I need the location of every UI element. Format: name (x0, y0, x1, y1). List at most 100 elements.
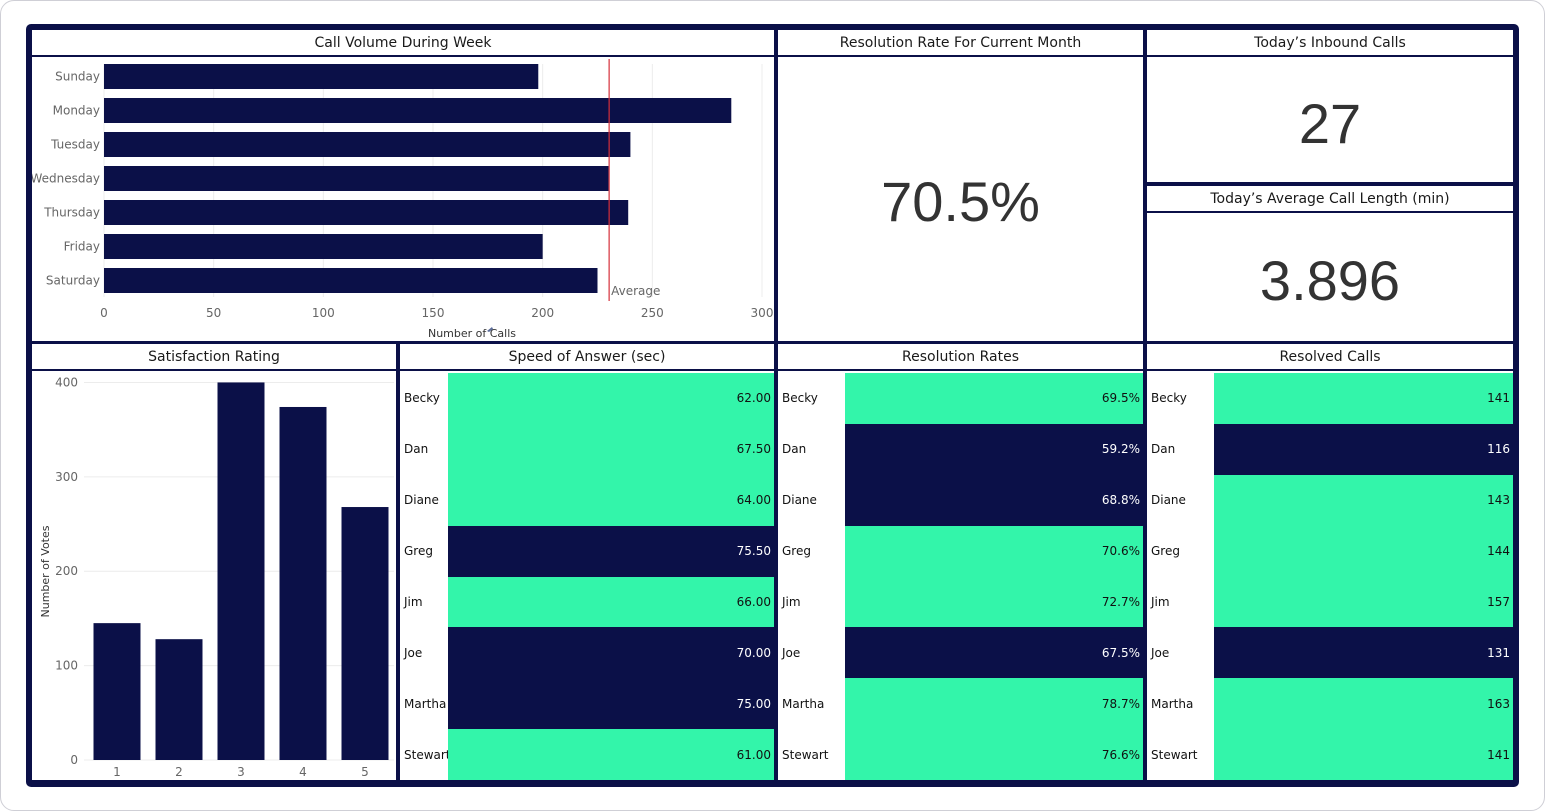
row-value-cell: 70.00 (448, 627, 774, 679)
call-volume-chart: 0 50 100 150 200 250 300 Sunday Monday Tuesday Wed… (32, 59, 774, 340)
row-value-cell: 76.6% (845, 729, 1143, 780)
row-name: Greg (1151, 544, 1180, 559)
row-name: Dan (404, 442, 429, 457)
call-volume-panel: Call Volume During Week 0 50 100 150 200 250 3… (32, 30, 774, 341)
row-name: Martha (404, 696, 447, 711)
call-volume-bar (104, 64, 539, 89)
x-tick-label: 3 (237, 765, 245, 779)
row-name: Jim (782, 594, 801, 609)
x-axis-title: Number of Calls (428, 327, 516, 340)
row-value-cell: 141 (1214, 729, 1513, 780)
y-axis-title: Number of Votes (39, 525, 52, 617)
x-tick-label: 100 (312, 306, 335, 320)
row-value-cell: 75.00 (448, 678, 774, 730)
inbound-panel: Today’s Inbound Calls 27 (1147, 30, 1513, 182)
x-tick-label: 200 (531, 306, 554, 320)
resolved-calls-panel: Resolved Calls Becky 141 Dan 116 Diane 143 Gre… (1147, 344, 1513, 780)
category-label: Friday (64, 240, 100, 254)
x-tick-label: 4 (299, 765, 307, 779)
x-tick-label: 2 (175, 765, 183, 779)
row-value-cell: 59.2% (845, 423, 1143, 475)
inbound-value: 27 (1298, 92, 1362, 155)
row-name: Becky (782, 391, 818, 406)
satisfaction-bar (155, 639, 203, 760)
row-value-cell: 157 (1214, 576, 1513, 628)
row-value-cell: 68.8% (845, 474, 1143, 526)
row-name: Martha (782, 696, 825, 711)
resolution-rates-panel: Resolution Rates Becky 69.5% Dan 59.2% Diane… (778, 344, 1143, 780)
avg-length-panel: Today’s Average Call Length (min) 3.896 (1147, 186, 1513, 341)
satisfaction-bar (279, 406, 327, 760)
x-tick-label: 300 (751, 306, 774, 320)
row-name: Joe (404, 645, 423, 660)
x-tick-label: 1 (113, 765, 121, 779)
row-value-cell: 66.00 (448, 576, 774, 628)
x-tick-label: 5 (361, 765, 369, 779)
satisfaction-panel: Satisfaction Rating 0 100 200 300 400 1 2 3 4 5 Nu… (32, 344, 396, 780)
row-name: Joe (782, 645, 801, 660)
row-name: Becky (1151, 391, 1187, 406)
row-value-cell: 144 (1214, 525, 1513, 577)
row-value-cell: 143 (1214, 474, 1513, 526)
row-value-cell: 67.50 (448, 423, 774, 475)
resolved-calls-title: Resolved Calls (1147, 344, 1513, 371)
row-value-cell: 62.00 (448, 373, 774, 424)
satisfaction-bar (341, 507, 389, 760)
row-name: Stewart (404, 747, 451, 762)
x-tick-label: 150 (422, 306, 445, 320)
call-volume-bar (104, 166, 609, 191)
speed-title: Speed of Answer (sec) (400, 344, 774, 371)
category-label: Sunday (55, 70, 100, 84)
row-value-cell: 72.7% (845, 576, 1143, 628)
row-name: Martha (1151, 696, 1194, 711)
y-tick-label: 300 (55, 470, 78, 484)
call-volume-bar (104, 98, 732, 123)
row-value-cell: 78.7% (845, 678, 1143, 730)
row-value-cell: 70.6% (845, 525, 1143, 577)
row-name: Diane (404, 493, 439, 508)
row-value-cell: 131 (1214, 627, 1513, 679)
row-value-cell: 141 (1214, 373, 1513, 424)
row-value-cell: 75.50 (448, 525, 774, 577)
row-name: Diane (782, 493, 817, 508)
category-label: Monday (53, 104, 100, 118)
avg-length-title: Today’s Average Call Length (min) (1147, 186, 1513, 213)
x-tick-label: 50 (206, 306, 221, 320)
y-tick-label: 0 (70, 753, 78, 767)
satisfaction-bar (217, 382, 265, 760)
resolved-calls-table: Becky 141 Dan 116 Diane 143 Greg 144 Jim 157 Joe 13… (1147, 373, 1513, 780)
x-tick-label: 250 (641, 306, 664, 320)
x-tick-label: 0 (100, 306, 108, 320)
dashboard: Call Volume During Week 0 50 100 150 200 250 3… (26, 24, 1519, 787)
satisfaction-chart: 0 100 200 300 400 1 2 3 4 5 Number of Votes (39, 375, 394, 779)
row-name: Becky (404, 391, 440, 406)
call-volume-bar (104, 200, 629, 225)
row-name: Greg (404, 544, 433, 559)
satisfaction-title: Satisfaction Rating (32, 344, 396, 371)
category-label: Saturday (46, 274, 100, 288)
row-name: Diane (1151, 493, 1186, 508)
row-value-cell: 163 (1214, 678, 1513, 730)
row-name: Jim (404, 594, 423, 609)
average-label: Average (611, 284, 660, 298)
pin-icon (487, 327, 493, 332)
row-name: Jim (1151, 594, 1170, 609)
row-name: Dan (1151, 442, 1176, 457)
speed-panel: Speed of Answer (sec) Becky 62.00 Dan 67.50… (400, 344, 774, 780)
resolution-month-value: 70.5% (881, 170, 1040, 233)
call-volume-title: Call Volume During Week (32, 30, 774, 57)
satisfaction-bar (93, 623, 141, 760)
y-tick-label: 100 (55, 659, 78, 673)
row-value-cell: 67.5% (845, 627, 1143, 679)
resolution-month-panel: Resolution Rate For Current Month 70.5% (778, 30, 1143, 341)
avg-length-value: 3.896 (1259, 249, 1401, 312)
call-volume-bar (104, 132, 631, 157)
call-volume-bar (104, 234, 543, 259)
row-value-cell: 64.00 (448, 474, 774, 526)
row-name: Stewart (782, 747, 829, 762)
row-name: Stewart (1151, 747, 1198, 762)
y-tick-label: 400 (55, 375, 78, 389)
row-name: Greg (782, 544, 811, 559)
row-name: Dan (782, 442, 807, 457)
category-label: Thursday (43, 206, 100, 220)
